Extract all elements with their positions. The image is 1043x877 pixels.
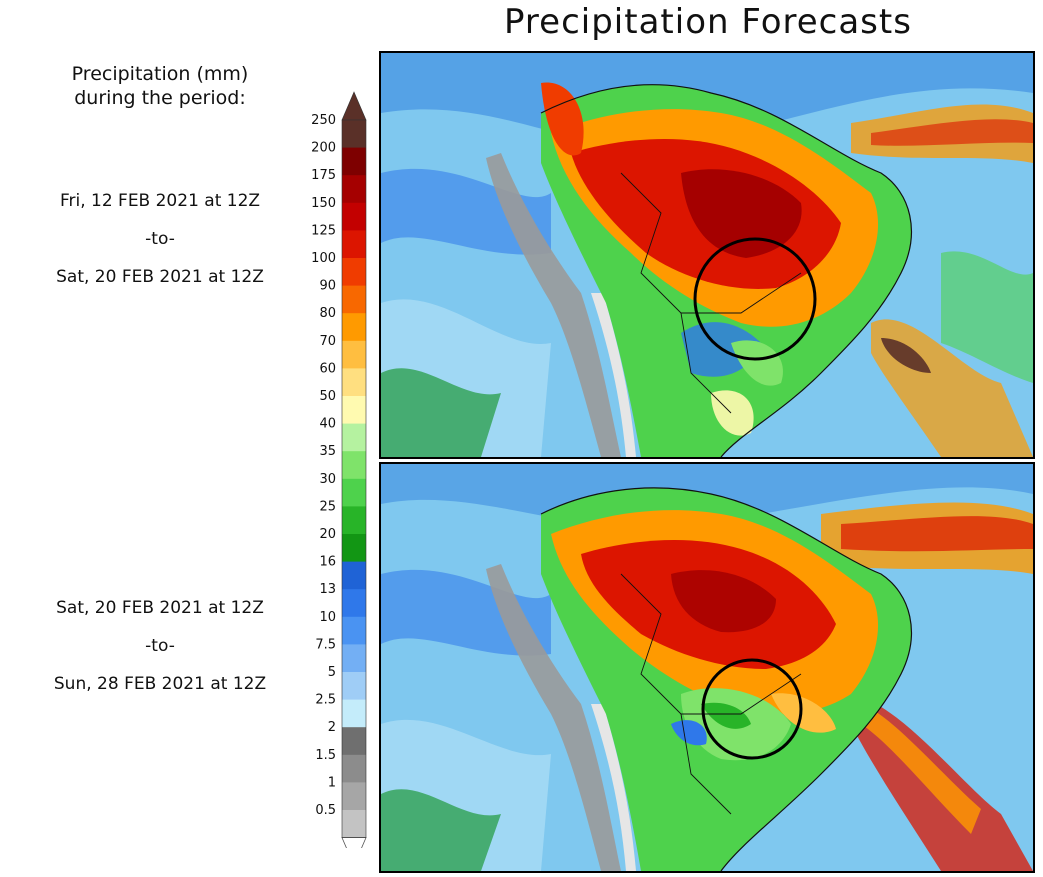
colorbar-tick-label: 90 [319,279,336,294]
highlight-circle-1 [693,237,817,361]
colorbar-tick-label: 2.5 [315,693,336,708]
colorbar-segment [342,396,366,425]
colorbar-segment [342,175,366,204]
colorbar-tick-label: 1 [328,775,336,790]
colorbar-tick-label: 30 [319,472,336,487]
colorbar-tick-label: 60 [319,361,336,376]
colorbar-tick-label: 200 [311,141,336,156]
period-2-end: Sun, 28 FEB 2021 at 12Z [53,674,267,694]
colorbar-tick-label: 2 [328,720,336,735]
forecast-map-period-2 [379,462,1035,873]
period-1-separator: -to- [145,229,175,249]
colorbar-segment [342,616,366,645]
colorbar-tick-label: 150 [311,196,336,211]
colorbar-tick-label: 1.5 [315,748,336,763]
forecast-map-period-1 [379,51,1035,459]
colorbar-tick-label: 80 [319,306,336,321]
period-1-start: Fri, 12 FEB 2021 at 12Z [59,191,261,211]
colorbar-tick-label: 16 [319,555,336,570]
forecast-map-period-1-graphic [381,53,1033,457]
colorbar-tick-label: 10 [319,610,336,625]
colorbar-tick-label: 25 [319,499,336,514]
colorbar-tick-label: 35 [319,444,336,459]
colorbar-tick-label: 175 [311,168,336,183]
colorbar-tick-label: 125 [311,223,336,238]
colorbar-segment [342,699,366,728]
colorbar-segment [342,202,366,231]
colorbar-bottom-arrow [341,837,367,848]
colorbar-segment [342,285,366,314]
colorbar-tick-label: 13 [319,582,336,597]
colorbar-segment [342,782,366,811]
period-2-separator: -to- [145,636,175,656]
colorbar-tick-label: 20 [319,527,336,542]
period-1-end: Sat, 20 FEB 2021 at 12Z [56,267,264,287]
forecast-map-period-2-graphic [381,464,1033,871]
colorbar-segment [342,340,366,369]
colorbar-segment [342,478,366,507]
colorbar-segment [342,534,366,563]
colorbar-segment [342,672,366,701]
colorbar-tick-label: 5 [328,665,336,680]
colorbar-tick-label: 100 [311,251,336,266]
colorbar-segment [342,258,366,287]
colorbar-top-arrow [341,91,367,121]
colorbar-segment [342,423,366,452]
colorbar-segment [342,230,366,259]
colorbar-segment [342,451,366,480]
colorbar-tick-label: 250 [311,113,336,128]
colorbar-segment [342,313,366,342]
colorbar-segment [342,810,366,839]
colorbar-tick-label: 0.5 [315,803,336,818]
legend-heading: Precipitation (mm) during the period: [20,62,300,110]
period-2-label: Sat, 20 FEB 2021 at 12Z -to- Sun, 28 FEB… [20,589,300,703]
colorbar-segment [342,147,366,176]
colorbar-tick-label: 7.5 [315,637,336,652]
colorbar-segment [342,368,366,397]
colorbar-segment [342,754,366,783]
colorbar-segment [342,727,366,756]
colorbar-tick-label: 70 [319,334,336,349]
colorbar-tick-label: 40 [319,417,336,432]
precipitation-colorbar: 2502001751501251009080706050403530252016… [311,91,367,848]
legend-heading-line1: Precipitation (mm) [71,63,249,85]
colorbar-segment [342,120,366,149]
period-1-label: Fri, 12 FEB 2021 at 12Z -to- Sat, 20 FEB… [20,182,300,296]
page-title: Precipitation Forecasts [504,2,912,42]
period-2-start: Sat, 20 FEB 2021 at 12Z [56,598,264,618]
colorbar-segment [342,506,366,535]
colorbar-tick-label: 50 [319,389,336,404]
colorbar-segment [342,561,366,590]
colorbar-segment [342,644,366,673]
highlight-circle-2 [701,658,803,760]
colorbar-segment [342,589,366,618]
legend-heading-line2: during the period: [74,87,246,109]
